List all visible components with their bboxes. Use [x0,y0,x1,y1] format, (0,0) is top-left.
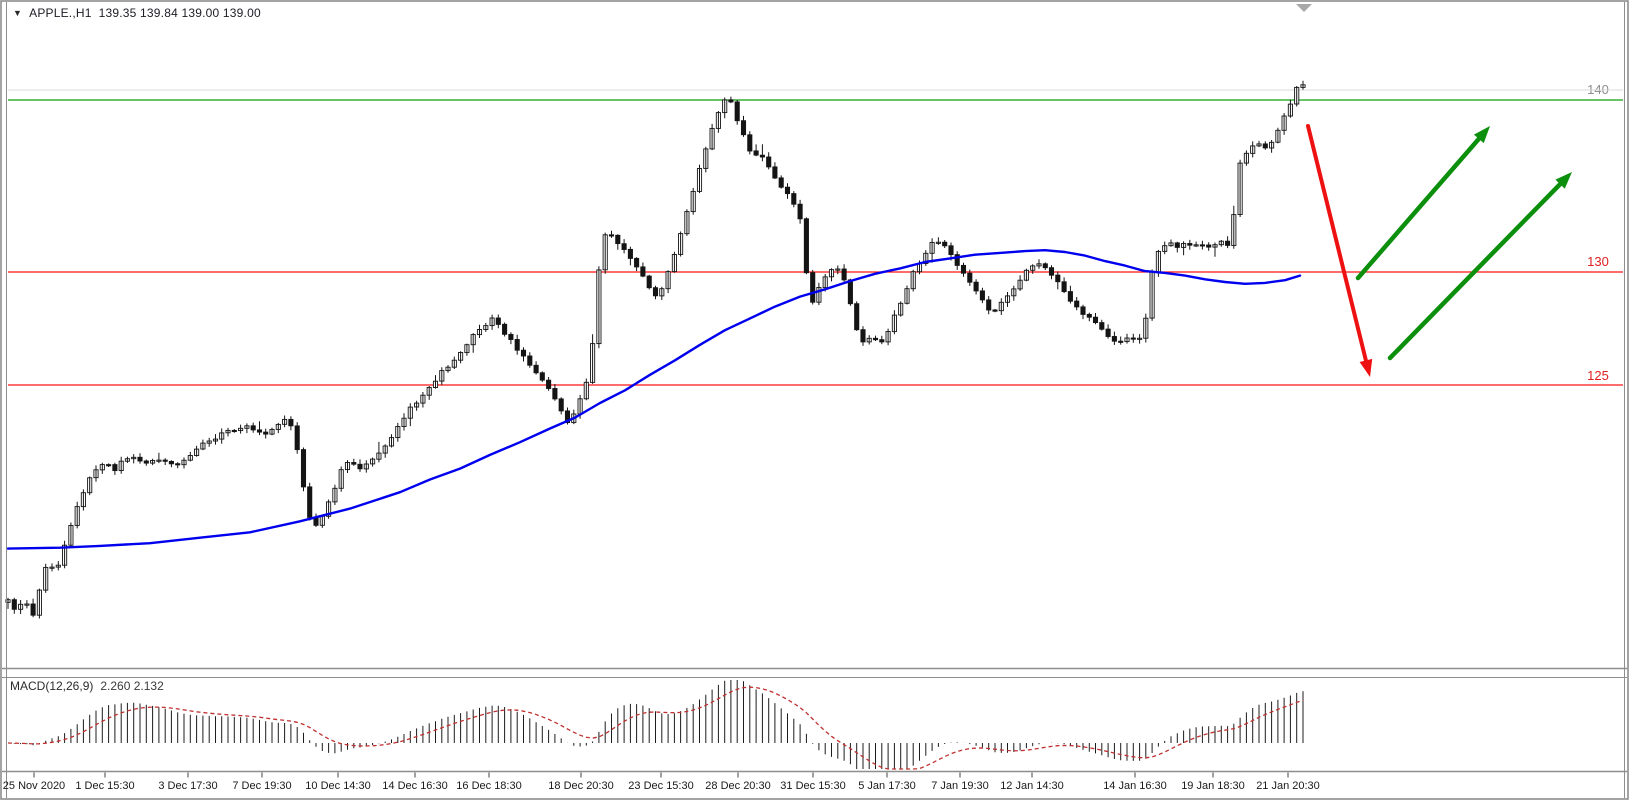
time-axis-label: 5 Jan 17:30 [858,780,916,792]
chart-shift-marker-icon[interactable] [1296,4,1312,12]
time-axis[interactable]: 25 Nov 2020 1 Dec 15:30 3 Dec 17:30 7 Dec 1… [3,772,1320,793]
projection-down-red-head[interactable] [1359,358,1373,377]
time-axis-label: 19 Jan 18:30 [1181,780,1245,792]
time-axis-label: 23 Dec 15:30 [628,780,693,792]
time-axis-label: 14 Dec 16:30 [382,780,447,792]
macd-indicator-label: MACD(12,26,9) 2.260 2.132 [10,679,164,693]
projection-up-green-1-head[interactable] [1473,126,1490,144]
time-axis-label: 18 Dec 20:30 [548,780,613,792]
macd-name-label: MACD(12,26,9) [10,679,94,693]
price-level-label: 125 [1587,368,1609,383]
time-axis-label: 3 Dec 17:30 [158,780,217,792]
projection-up-green-2-head[interactable] [1555,172,1572,189]
symbol-timeframe-label: APPLE.,H1 [29,6,92,20]
trend-arrows [1306,124,1572,377]
time-axis-label: 16 Dec 18:30 [456,780,521,792]
chart-title: ▼ APPLE.,H1 139.35 139.84 139.00 139.00 [13,6,261,20]
time-axis-label: 7 Jan 19:30 [931,780,989,792]
time-axis-label: 28 Dec 20:30 [705,780,770,792]
time-axis-label: 31 Dec 15:30 [780,780,845,792]
candle-wicks [7,80,1304,619]
symbol-dropdown-icon[interactable]: ▼ [13,7,23,18]
projection-down-red[interactable] [1306,124,1370,368]
time-axis-label: 10 Dec 14:30 [305,780,370,792]
projection-up-green-2[interactable] [1387,178,1566,361]
macd-signal-line [7,686,1304,770]
time-axis-label: 14 Jan 16:30 [1103,780,1167,792]
time-axis-label: 25 Nov 2020 [3,780,65,792]
time-axis-label: 7 Dec 19:30 [232,780,291,792]
projection-up-green-1[interactable] [1355,132,1485,281]
time-axis-label: 1 Dec 15:30 [75,780,134,792]
time-axis-label: 21 Jan 20:30 [1256,780,1320,792]
ohlc-quote-label: 139.35 139.84 139.00 139.00 [98,6,261,20]
macd-histogram [13,680,1304,769]
macd-values-label: 2.260 2.132 [100,679,164,693]
candlesticks [5,80,1306,619]
time-axis-label: 12 Jan 14:30 [1000,780,1064,792]
moving-average-line[interactable] [6,249,1302,550]
price-level-label: 130 [1587,254,1609,269]
